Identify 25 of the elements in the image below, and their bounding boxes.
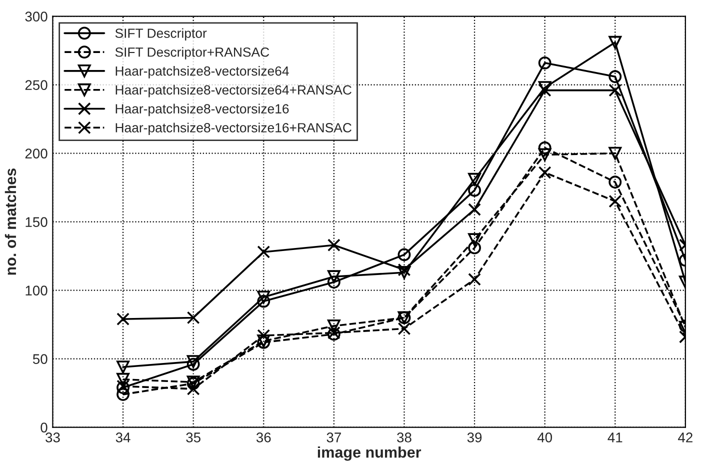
y-tick-label: 200	[25, 148, 48, 158]
x-tick-label: 36	[256, 432, 271, 442]
x-tick-label: 33	[46, 432, 60, 442]
x-tick-label: 34	[116, 432, 130, 442]
y-tick-label: 250	[25, 80, 48, 90]
legend-label: Haar-patchsize8-vectorsize16+RANSAC	[116, 122, 352, 136]
x-tick-label: 38	[397, 432, 412, 442]
y-tick-label: 0	[40, 422, 48, 432]
x-tick-label: 41	[608, 432, 622, 442]
x-tick-label: 39	[467, 432, 482, 442]
y-tick-label: 300	[25, 12, 48, 22]
legend-label: Haar-patchsize8-vectorsize16	[116, 104, 289, 116]
legend-label: Haar-patchsize8-vectorsize64	[116, 66, 289, 78]
y-tick-label: 150	[26, 217, 48, 227]
legend-label: Haar-patchsize8-vectorsize64+RANSAC	[116, 84, 352, 98]
legend-label: SIFT Descriptor+RANSAC	[115, 47, 270, 60]
y-tick-label: 50	[32, 354, 48, 364]
legend-label: SIFT Descriptor	[115, 28, 207, 41]
y-tick-label: 100	[26, 286, 48, 296]
x-tick-label: 40	[537, 432, 552, 442]
x-tick-label: 42	[678, 432, 692, 442]
x-axis-title: image number	[318, 446, 422, 461]
x-tick-label: 37	[326, 432, 341, 442]
y-axis-title: no. of matches	[4, 168, 16, 275]
x-tick-label: 35	[186, 432, 200, 442]
